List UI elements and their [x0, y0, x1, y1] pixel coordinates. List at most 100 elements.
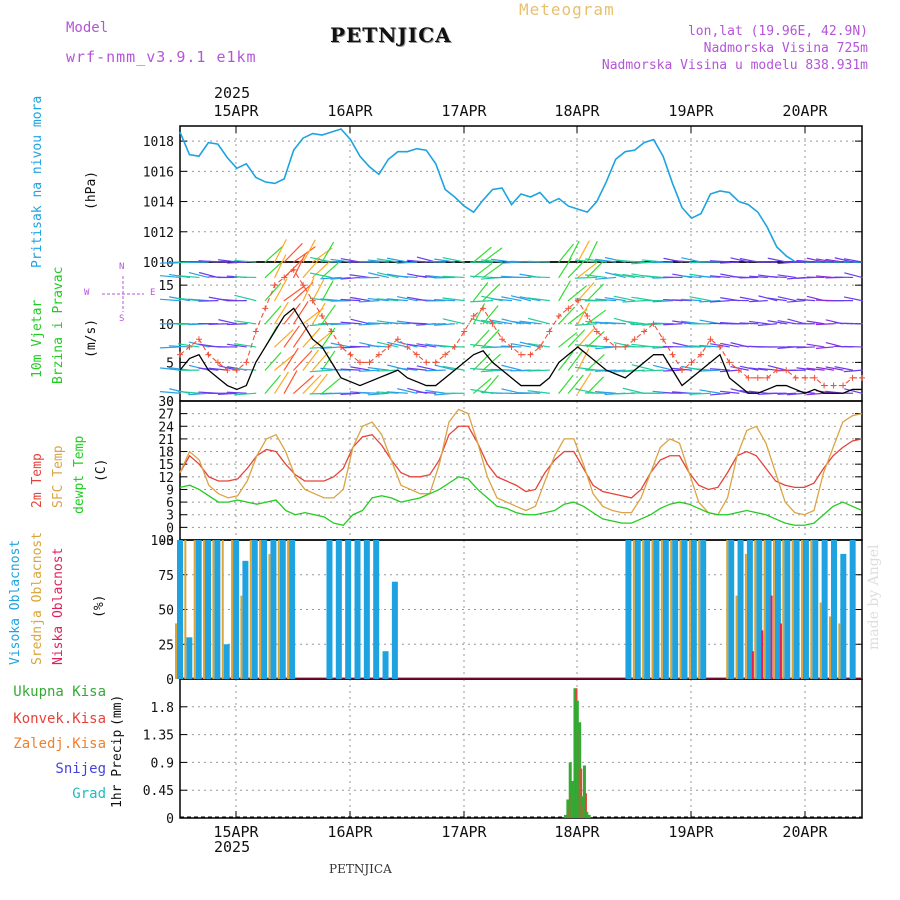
gust-marker	[300, 282, 307, 289]
wind-arrow	[350, 296, 371, 302]
cloud-bar-high	[242, 560, 249, 679]
wind-arrow	[264, 374, 281, 394]
gust-marker	[697, 351, 704, 358]
wind-arrow	[302, 239, 316, 263]
gust-marker	[205, 351, 212, 358]
gust-marker	[669, 351, 676, 358]
wind-arrow	[321, 350, 336, 371]
gust-marker	[792, 374, 799, 381]
wind-arrow	[473, 246, 492, 263]
legend-snow: Snijeg	[55, 761, 106, 777]
wind-arrow	[689, 392, 712, 395]
wind-arrow	[574, 344, 598, 348]
wind-arrow	[663, 392, 683, 394]
precip-bar-total	[573, 688, 577, 818]
cloud-bar-low	[761, 630, 764, 679]
gust-marker	[726, 359, 733, 366]
cloud-bar-high	[728, 540, 735, 679]
wind-arrow	[806, 367, 825, 371]
wind-arrow	[416, 365, 437, 371]
cloud-bar-high	[756, 540, 763, 679]
wind-arrow	[806, 320, 825, 325]
wind-arrow	[340, 392, 361, 395]
cloud-bar-high	[214, 540, 221, 679]
gust-marker	[716, 343, 723, 350]
wind-arrow	[527, 260, 551, 263]
wind-arrow	[689, 296, 712, 302]
wind-arrow	[425, 274, 446, 279]
wind-arrow	[834, 257, 854, 263]
wind-arrow	[425, 389, 446, 394]
wind-arrow	[482, 263, 503, 279]
wind-arrow	[482, 329, 500, 348]
wind-arrow	[558, 374, 574, 394]
wind-arrow	[699, 389, 721, 394]
wind-arrow	[577, 240, 590, 263]
wind-arrow	[425, 369, 446, 372]
wind-arrow	[208, 260, 228, 263]
wind-arrow	[442, 365, 465, 371]
cloud-bar-high	[625, 540, 632, 679]
wind-arrow	[613, 295, 636, 302]
wind-arrow	[586, 241, 598, 263]
wind-arrow	[302, 277, 315, 302]
wind-arrow	[367, 297, 389, 302]
wind-arrow	[501, 296, 522, 302]
wind-arrow	[218, 365, 238, 371]
wind-arrow	[217, 259, 238, 263]
wind-arrow	[719, 369, 740, 373]
wind-arrow	[473, 353, 491, 371]
gust-marker	[764, 374, 771, 381]
wind-arrow	[330, 276, 352, 280]
wind-arrow	[226, 343, 247, 348]
wind-arrow	[577, 348, 590, 371]
cloud-bar-high	[205, 540, 212, 679]
wind-arrow	[159, 391, 181, 394]
ytick-label-2-11: -3	[158, 534, 174, 549]
cloud-bar-mid	[726, 540, 729, 679]
cloud-bar-high	[802, 540, 809, 679]
gust-marker	[338, 343, 345, 350]
wind-arrow	[320, 260, 342, 263]
wind-arrow	[719, 390, 740, 394]
gust-marker	[432, 359, 439, 366]
cloud-bar-high	[784, 540, 791, 679]
gust-marker	[527, 351, 534, 358]
wind-arrow	[396, 275, 418, 279]
cloud-bar-high	[746, 540, 753, 679]
wind-arrow	[558, 351, 574, 371]
wind-arrow	[470, 367, 494, 371]
wind-arrow	[574, 276, 598, 279]
wind-arrow	[416, 275, 437, 279]
wind-arrow	[218, 319, 238, 325]
wind-arrow	[825, 366, 844, 371]
gust-marker	[442, 351, 449, 358]
wind-arrow	[368, 272, 389, 279]
ytick-label-1-3: 0	[166, 395, 174, 410]
gust-marker	[423, 359, 430, 366]
cloud-bar-mid	[212, 540, 215, 679]
gust-marker	[394, 336, 401, 343]
ytick-label-4-0: 1.8	[151, 701, 174, 716]
wind-arrow	[274, 301, 289, 325]
wind-arrow	[386, 298, 408, 302]
ytick-label-2-5: 15	[158, 458, 174, 473]
wind-arrow	[622, 274, 645, 279]
wind-arrow	[376, 258, 399, 263]
wind-arrow	[480, 369, 503, 373]
wind-arrow	[595, 258, 617, 263]
wind-arrow	[709, 300, 730, 303]
cloud-bar-low	[770, 595, 773, 679]
wind-arrow	[584, 344, 607, 348]
wind-arrow	[574, 323, 598, 326]
wind-arrow	[188, 272, 210, 279]
gust-marker	[679, 367, 686, 374]
wind-arrow	[367, 322, 389, 325]
cloud-bar-high	[326, 540, 333, 679]
gust-marker	[489, 320, 496, 327]
wind-arrow	[671, 299, 693, 302]
legend-total: Ukupna Kisa	[13, 684, 106, 700]
wind-speed-line	[179, 307, 862, 394]
wind-arrow	[376, 391, 399, 394]
wind-arrow	[350, 274, 371, 279]
